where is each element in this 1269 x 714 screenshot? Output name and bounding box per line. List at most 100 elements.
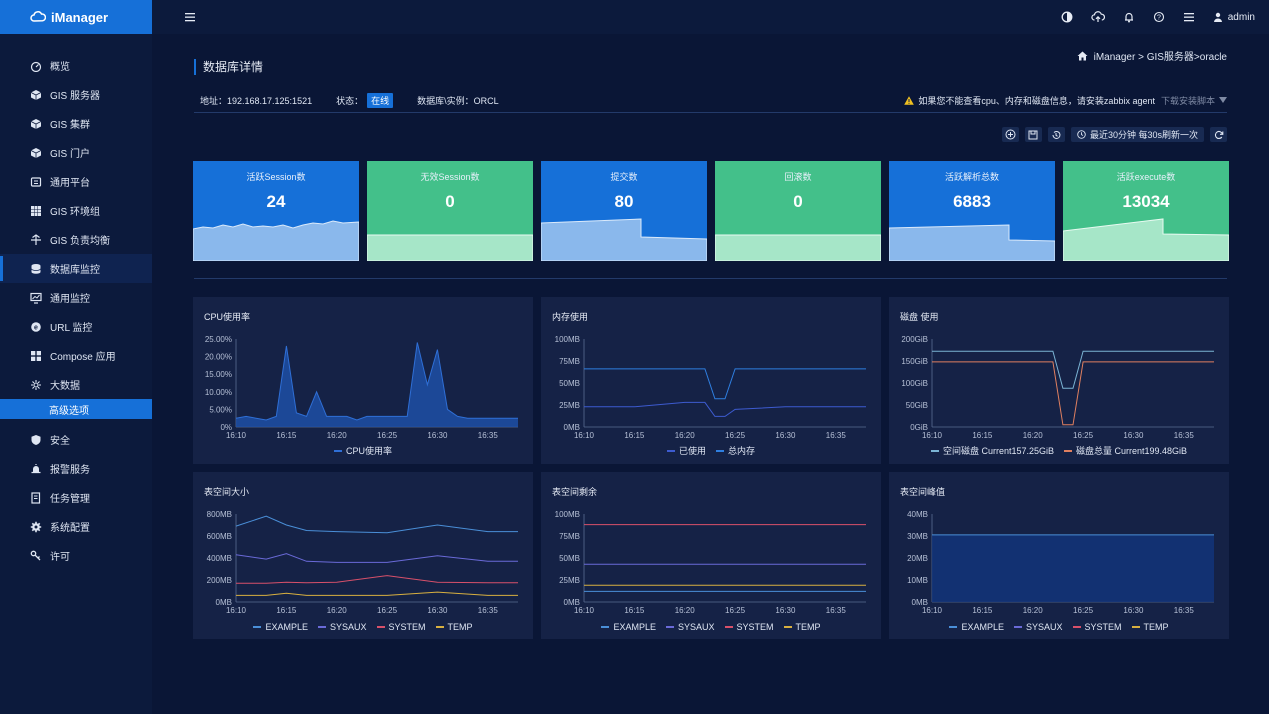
- series-line[interactable]: [235, 553, 518, 563]
- stat-label: 回滚数: [784, 172, 812, 182]
- bell-icon[interactable]: [1123, 11, 1135, 23]
- legend-swatch: [665, 626, 674, 628]
- legend-item[interactable]: SYSAUX: [665, 622, 715, 632]
- legend-item[interactable]: EXAMPLE: [949, 622, 1004, 632]
- legend-label: TEMP: [447, 622, 473, 632]
- x-tick-label: 16:30: [1123, 431, 1144, 440]
- y-tick-label: 25MB: [559, 576, 580, 585]
- y-tick-label: 0GiB: [910, 423, 928, 432]
- series-line[interactable]: [236, 575, 518, 584]
- sidebar-item-1[interactable]: 概览: [0, 51, 152, 80]
- list-menu-icon[interactable]: [1183, 11, 1195, 23]
- caret-down-icon[interactable]: [1219, 97, 1227, 103]
- time-range-picker[interactable]: 最近30分钟 每30s刷新一次: [1070, 127, 1204, 142]
- x-tick-label: 16:20: [1023, 431, 1044, 440]
- sidebar-item-label: 报警服务: [50, 465, 90, 476]
- stat-value: 6883: [953, 192, 991, 211]
- sidebar-subitem-advanced[interactable]: 高级选项: [0, 399, 152, 419]
- series-line[interactable]: [235, 515, 518, 534]
- sidebar-item-9[interactable]: 通用监控: [0, 283, 152, 312]
- series-line[interactable]: [932, 350, 1214, 389]
- theme-toggle-icon[interactable]: [1061, 11, 1073, 23]
- menu-toggle-icon[interactable]: [184, 11, 196, 23]
- home-icon[interactable]: [1077, 51, 1088, 61]
- legend-label: TEMP: [795, 622, 821, 632]
- stat-value: 80: [614, 192, 634, 211]
- history-button[interactable]: [1047, 127, 1065, 142]
- legend-item[interactable]: TEMP: [783, 622, 821, 632]
- sidebar-item-11[interactable]: Compose 应用: [0, 341, 152, 370]
- sidebar-item-1[interactable]: 安全: [0, 425, 152, 454]
- legend-item[interactable]: 总内存: [716, 444, 755, 457]
- platform-icon: [30, 176, 42, 188]
- sidebar-item-2[interactable]: GIS 服务器: [0, 80, 152, 109]
- sidebar-item-6[interactable]: GIS 环境组: [0, 196, 152, 225]
- series-line[interactable]: [932, 361, 1214, 426]
- series-line[interactable]: [236, 591, 518, 596]
- app-logo[interactable]: iManager: [0, 0, 152, 34]
- series-line[interactable]: [584, 401, 866, 417]
- stat-sparkline: [541, 218, 707, 261]
- legend-swatch: [317, 626, 326, 628]
- x-tick-label: 16:35: [1174, 606, 1195, 615]
- sidebar-item-5[interactable]: 通用平台: [0, 167, 152, 196]
- breadcrumb[interactable]: iManager > GIS服务器>oracle: [1077, 48, 1227, 63]
- series-line[interactable]: [235, 342, 518, 421]
- sidebar-item-8[interactable]: 数据库监控: [0, 254, 152, 283]
- legend-label: SYSAUX: [329, 622, 367, 632]
- y-tick-label: 10MB: [907, 576, 928, 585]
- sidebar-item-3[interactable]: 任务管理: [0, 483, 152, 512]
- sidebar-item-2[interactable]: 报警服务: [0, 454, 152, 483]
- y-tick-label: 50MB: [559, 554, 580, 563]
- save-view-button[interactable]: [1024, 127, 1042, 142]
- chart-panel: 表空间峰值 40MB 30MB 20MB 10MB 0MB 16:10 16:15 16:20 1…: [889, 472, 1229, 639]
- legend-item[interactable]: SYSTEM: [1072, 622, 1122, 632]
- sidebar-item-12[interactable]: 大数据: [0, 370, 152, 399]
- chart-legend: CPU使用率: [193, 444, 533, 457]
- sidebar-item-4[interactable]: 系统配置: [0, 512, 152, 541]
- warning-text: 如果您不能查看cpu、内存和磁盘信息，请安装zabbix agent: [918, 95, 1155, 106]
- series-line[interactable]: [584, 368, 866, 400]
- chart-title: 表空间大小: [204, 487, 250, 497]
- y-tick-label: 25MB: [559, 401, 580, 410]
- stat-value: 0: [445, 192, 455, 211]
- chart-panel: 表空间大小 800MB 600MB 400MB 200MB 0MB 16:10 16:15 16…: [193, 472, 533, 639]
- legend-item[interactable]: 空间磁盘 Current157.25GiB: [930, 444, 1054, 457]
- y-tick-label: 25.00%: [205, 335, 232, 344]
- legend-item[interactable]: TEMP: [435, 622, 473, 632]
- add-chart-button[interactable]: [1001, 127, 1019, 142]
- user-menu[interactable]: admin: [1213, 12, 1255, 23]
- refresh-button[interactable]: [1210, 127, 1227, 142]
- sidebar-item-5[interactable]: 许可: [0, 541, 152, 570]
- sidebar-item-label: GIS 集群: [50, 120, 91, 131]
- legend-item[interactable]: 已使用: [666, 444, 706, 457]
- x-tick-label: 16:25: [377, 431, 398, 440]
- x-tick-label: 16:10: [226, 431, 247, 440]
- legend-swatch: [1131, 626, 1140, 628]
- chart-legend: EXAMPLE SYSAUX SYSTEM TEMP: [193, 622, 533, 632]
- legend-item[interactable]: SYSAUX: [1013, 622, 1063, 632]
- sidebar-item-4[interactable]: GIS 门户: [0, 138, 152, 167]
- legend-item[interactable]: SYSTEM: [724, 622, 774, 632]
- sidebar-item-7[interactable]: GIS 负责均衡: [0, 225, 152, 254]
- legend-item[interactable]: 磁盘总量 Current199.48GiB: [1064, 444, 1187, 457]
- legend-item[interactable]: EXAMPLE: [601, 622, 656, 632]
- x-tick-label: 16:35: [1174, 431, 1195, 440]
- database-icon: [30, 263, 42, 275]
- legend-item[interactable]: SYSTEM: [376, 622, 426, 632]
- stat-label: 提交数: [610, 172, 638, 182]
- x-tick-label: 16:30: [775, 606, 796, 615]
- cloud-upload-icon[interactable]: [1091, 11, 1105, 23]
- sidebar-item-label: 概览: [50, 62, 70, 73]
- legend-item[interactable]: EXAMPLE: [253, 622, 308, 632]
- legend-item[interactable]: TEMP: [1131, 622, 1169, 632]
- stat-sparkline: [367, 234, 533, 261]
- sidebar-item-10[interactable]: e URL 监控: [0, 312, 152, 341]
- refresh-icon: [1214, 130, 1223, 139]
- sidebar-item-3[interactable]: GIS 集群: [0, 109, 152, 138]
- legend-item[interactable]: CPU使用率: [333, 444, 392, 457]
- download-script-link[interactable]: 下载安装脚本: [1160, 95, 1215, 106]
- legend-item[interactable]: SYSAUX: [317, 622, 367, 632]
- help-icon[interactable]: ?: [1153, 11, 1165, 23]
